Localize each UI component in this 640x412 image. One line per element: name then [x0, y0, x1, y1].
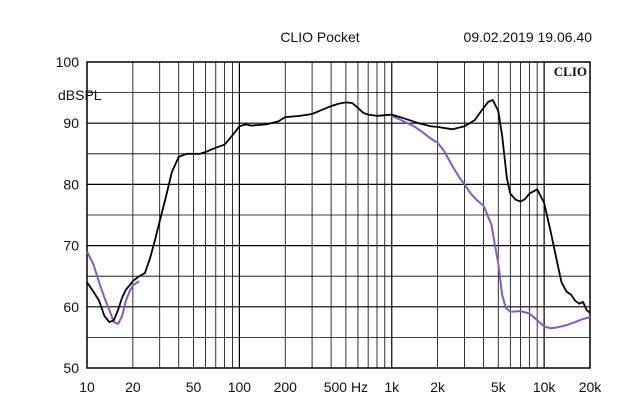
y-tick-label: 70	[63, 238, 79, 254]
y-tick-label: 50	[63, 360, 79, 376]
y-tick-label: 80	[63, 176, 79, 192]
y-tick-labels: 50 60 70 80 90 100	[56, 54, 80, 376]
x-tick-label: 10k	[533, 379, 557, 395]
curves	[86, 99, 591, 330]
minor-grid	[87, 62, 590, 368]
y-tick-label: 100	[56, 54, 80, 70]
x-tick-label: 100	[228, 379, 252, 395]
plot-frame	[86, 61, 591, 369]
series-line-purple	[391, 114, 591, 330]
x-tick-label: 20	[125, 379, 141, 395]
series-line-purple	[86, 251, 140, 325]
y-tick-label: 60	[63, 299, 79, 315]
y-tick-label: 90	[63, 115, 79, 131]
x-tick-label: 500 Hz	[324, 379, 368, 395]
clio-logo: CLIO	[554, 64, 587, 79]
x-tick-label: 50	[186, 379, 202, 395]
series-line-black	[86, 99, 591, 324]
x-tick-labels: 10 20 50 100 200 500 Hz 1k 2k 5k 10k 20k	[79, 379, 602, 395]
timestamp: 09.02.2019 19.06.40	[464, 29, 593, 45]
x-tick-label: 200	[274, 379, 298, 395]
x-tick-label: 1k	[384, 379, 400, 395]
x-tick-label: 2k	[430, 379, 446, 395]
logo-background	[548, 64, 588, 79]
app-title: CLIO Pocket	[280, 29, 359, 45]
x-tick-label: 10	[79, 379, 95, 395]
x-tick-label: 5k	[491, 379, 507, 395]
y-axis-label: dBSPL	[58, 87, 102, 103]
x-tick-label: 20k	[579, 379, 603, 395]
